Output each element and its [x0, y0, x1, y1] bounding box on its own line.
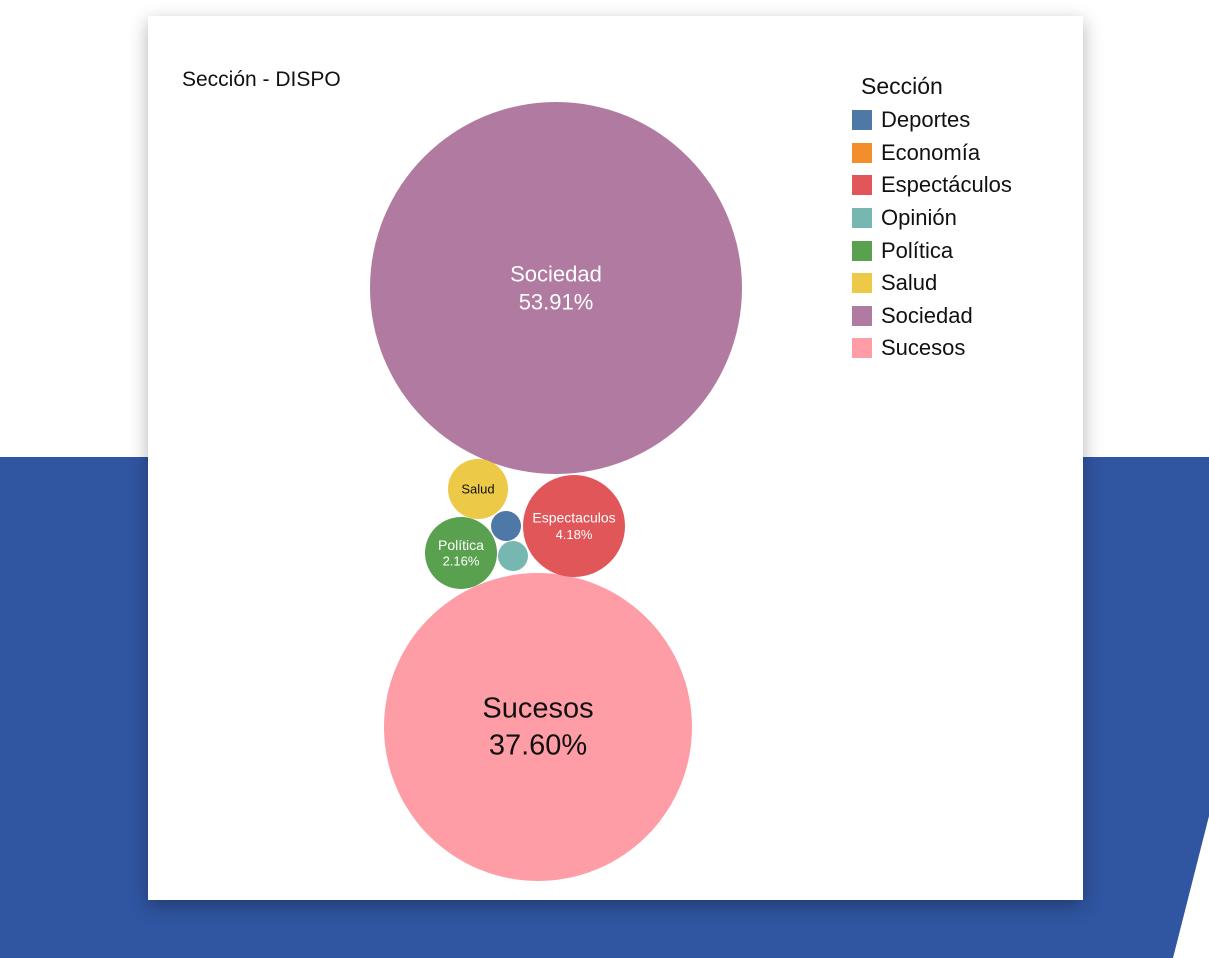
bubble-label: Política: [438, 537, 484, 553]
legend-label: Sucesos: [881, 335, 966, 361]
bubble-value-label: 2.16%: [443, 554, 480, 569]
legend-item: Política: [852, 234, 1012, 267]
bubble: [523, 475, 625, 577]
bubble-value-label: 4.18%: [556, 527, 593, 542]
legend-item: Deportes: [852, 104, 1012, 137]
legend-label: Opinión: [881, 205, 957, 231]
legend-label: Salud: [881, 270, 938, 296]
legend-item: Sociedad: [852, 300, 1012, 333]
bubble: [425, 517, 497, 589]
bubble-label: Sucesos: [482, 693, 593, 725]
bubble-label: Espectaculos: [532, 510, 615, 526]
legend-title: Sección: [861, 73, 943, 99]
legend-label: Espectáculos: [881, 172, 1012, 198]
bubble-label: Salud: [461, 482, 494, 497]
legend-item: Salud: [852, 267, 1012, 300]
legend-item: Espectáculos: [852, 169, 1012, 202]
bubble-value-label: 53.91%: [519, 290, 594, 315]
bubble: [498, 541, 528, 571]
chart-title: Sección - DISPO: [182, 68, 341, 91]
legend: Sección Deportes Economía Espectáculos Opin…: [852, 72, 1012, 365]
bubble: [370, 102, 742, 474]
legend-label: Sociedad: [881, 302, 973, 328]
legend-item: Sucesos: [852, 332, 1012, 365]
bubble-label: Sociedad: [510, 262, 602, 287]
legend-swatch: [852, 110, 872, 131]
legend-label: Deportes: [881, 107, 971, 133]
legend-swatch: [852, 175, 872, 196]
legend-item: Economía: [852, 137, 1012, 170]
bubble-value-label: 37.60%: [489, 730, 587, 762]
legend-swatch: [852, 338, 872, 359]
legend-label: Economía: [881, 139, 981, 165]
bubble: [384, 573, 692, 881]
chart-card: Sección - DISPO Sociedad 53.91% Sucesos 37.…: [148, 16, 1083, 900]
legend-swatch: [852, 142, 872, 163]
legend-item: Opinión: [852, 202, 1012, 235]
legend-swatch: [852, 305, 872, 326]
bubble: [491, 511, 521, 541]
bubble-plot: Sociedad 53.91% Sucesos 37.60% Espectaculos4…: [370, 102, 742, 881]
bubble: [448, 459, 508, 519]
legend-swatch: [852, 273, 872, 294]
legend-label: Política: [881, 237, 954, 263]
legend-swatch: [852, 240, 872, 261]
legend-swatch: [852, 208, 872, 229]
